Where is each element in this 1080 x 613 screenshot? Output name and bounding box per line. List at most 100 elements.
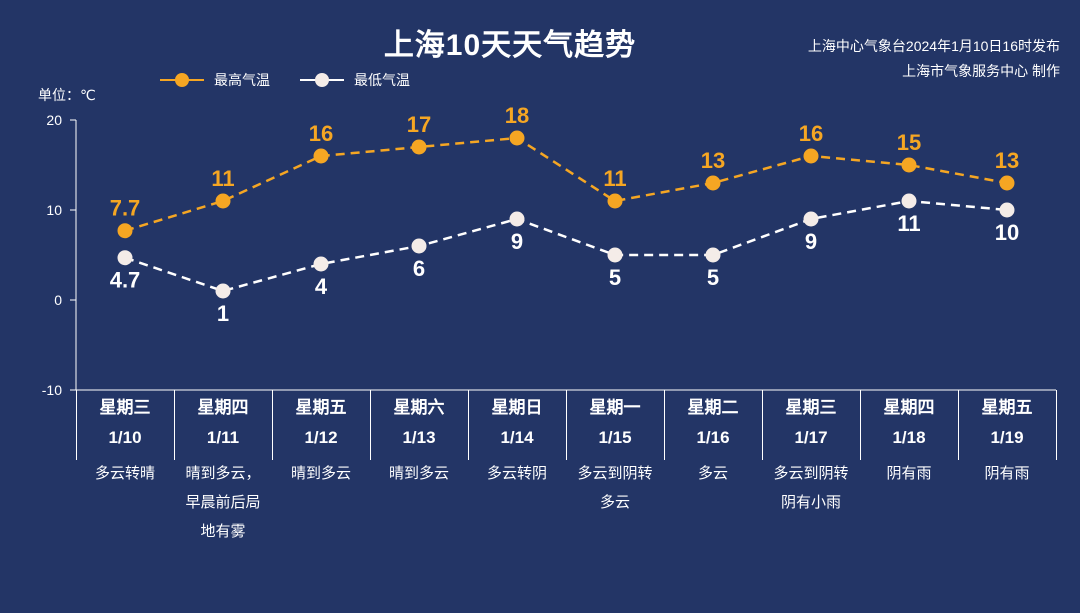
- weather-description: 阴有雨: [984, 465, 1030, 482]
- date-label: 1/19: [990, 428, 1024, 447]
- weekday-label: 星期二: [687, 398, 739, 417]
- column-separator: [664, 390, 665, 460]
- day-column: 星期五 1/19 阴有雨: [958, 396, 1056, 488]
- high-temp-point: [705, 175, 721, 191]
- low-temp-label: 5: [609, 265, 621, 290]
- low-temp-point: [607, 247, 623, 263]
- high-temp-point: [901, 157, 917, 173]
- low-temp-label: 5: [707, 265, 719, 290]
- date-label: 1/14: [500, 428, 534, 447]
- high-temp-label: 17: [407, 112, 431, 137]
- low-temp-point: [999, 202, 1015, 218]
- weather-description: 晴到多云，早晨前后局地有雾: [185, 465, 261, 540]
- legend-high-marker-icon: [160, 73, 204, 87]
- high-temp-point: [999, 175, 1015, 191]
- weekday-label: 星期六: [393, 398, 445, 417]
- column-separator: [272, 390, 273, 460]
- low-temp-label: 11: [897, 211, 920, 236]
- day-column: 星期六 1/13 晴到多云: [370, 396, 468, 488]
- date-label: 1/17: [794, 428, 828, 447]
- low-temp-point: [215, 283, 231, 299]
- legend-item-low: 最低气温: [300, 70, 410, 90]
- issuer-line-1: 上海中心气象台2024年1月10日16时发布: [807, 38, 1060, 54]
- legend: 最高气温 最低气温: [160, 70, 440, 90]
- low-temp-point: [411, 238, 427, 254]
- weather-description: 阴有雨: [886, 465, 932, 482]
- weekday-label: 星期四: [883, 398, 935, 417]
- issuer-line-2: 上海市气象服务中心 制作: [902, 63, 1060, 79]
- column-separator: [174, 390, 175, 460]
- low-temp-point: [705, 247, 721, 263]
- column-separator: [566, 390, 567, 460]
- low-temp-point: [509, 211, 525, 227]
- high-temp-label: 16: [309, 121, 333, 146]
- date-label: 1/18: [892, 428, 926, 447]
- column-separator: [860, 390, 861, 460]
- weather-description: 多云转阴: [486, 465, 547, 482]
- weekday-label: 星期四: [197, 398, 249, 417]
- low-temp-label: 6: [413, 256, 425, 281]
- high-temp-label: 13: [701, 148, 725, 173]
- day-column: 星期一 1/15 多云到阴转多云: [566, 396, 664, 517]
- y-tick-label: 20: [46, 112, 62, 128]
- date-label: 1/16: [696, 428, 730, 447]
- high-temp-label: 13: [995, 148, 1019, 173]
- low-temp-label: 1: [217, 301, 229, 326]
- y-tick-label: 0: [54, 292, 62, 308]
- date-label: 1/13: [402, 428, 436, 447]
- day-column: 星期三 1/10 多云转晴: [76, 396, 174, 488]
- day-column: 星期日 1/14 多云转阴: [468, 396, 566, 488]
- weekday-label: 星期三: [785, 398, 837, 417]
- low-temp-label: 9: [511, 229, 523, 254]
- high-temp-line: [124, 136, 1008, 232]
- weekday-label: 星期五: [295, 398, 347, 417]
- weather-description: 晴到多云: [388, 465, 449, 482]
- date-label: 1/12: [304, 428, 338, 447]
- high-temp-label: 15: [897, 130, 921, 155]
- high-temp-point: [607, 193, 623, 209]
- high-temp-point: [803, 148, 819, 164]
- day-column: 星期四 1/18 阴有雨: [860, 396, 958, 488]
- column-separator: [370, 390, 371, 460]
- high-temp-label: 18: [505, 103, 529, 128]
- weather-description: 晴到多云: [290, 465, 351, 482]
- weather-description: 多云到阴转多云: [577, 465, 653, 511]
- y-axis-unit-label: 单位：℃: [38, 87, 96, 103]
- weather-description: 多云到阴转阴有小雨: [773, 465, 849, 511]
- legend-high-label: 最高气温: [214, 72, 270, 88]
- low-temp-label: 10: [995, 220, 1019, 245]
- column-separator: [468, 390, 469, 460]
- chart-title: 上海10天天气趋势: [383, 29, 637, 62]
- high-temp-label: 16: [799, 121, 823, 146]
- low-temp-label: 4.7: [110, 268, 141, 293]
- weekday-label: 星期一: [589, 398, 641, 417]
- low-temp-label: 9: [805, 229, 817, 254]
- legend-item-high: 最高气温: [160, 70, 270, 90]
- column-separator: [762, 390, 763, 460]
- day-column: 星期五 1/12 晴到多云: [272, 396, 370, 488]
- date-label: 1/15: [598, 428, 632, 447]
- legend-low-marker-icon: [300, 73, 344, 87]
- low-temp-line: [124, 199, 1008, 293]
- high-temp-point: [313, 148, 329, 164]
- low-temp-point: [803, 211, 819, 227]
- weekday-label: 星期五: [981, 398, 1033, 417]
- y-tick-label: -10: [42, 382, 62, 398]
- day-column: 星期四 1/11 晴到多云，早晨前后局地有雾: [174, 396, 272, 546]
- high-temp-label: 11: [211, 166, 234, 191]
- legend-low-label: 最低气温: [354, 72, 410, 88]
- day-column: 星期三 1/17 多云到阴转阴有小雨: [762, 396, 860, 517]
- high-temp-point: [509, 130, 525, 146]
- high-temp-point: [117, 223, 133, 239]
- y-tick-label: 10: [46, 202, 62, 218]
- weekday-label: 星期三: [99, 398, 151, 417]
- high-temp-point: [411, 139, 427, 155]
- high-temp-label: 7.7: [110, 196, 141, 221]
- weather-description: 多云转晴: [94, 465, 155, 482]
- weather-description: 多云: [697, 465, 728, 482]
- high-temp-point: [215, 193, 231, 209]
- low-temp-point: [901, 193, 917, 209]
- date-label: 1/10: [108, 428, 142, 447]
